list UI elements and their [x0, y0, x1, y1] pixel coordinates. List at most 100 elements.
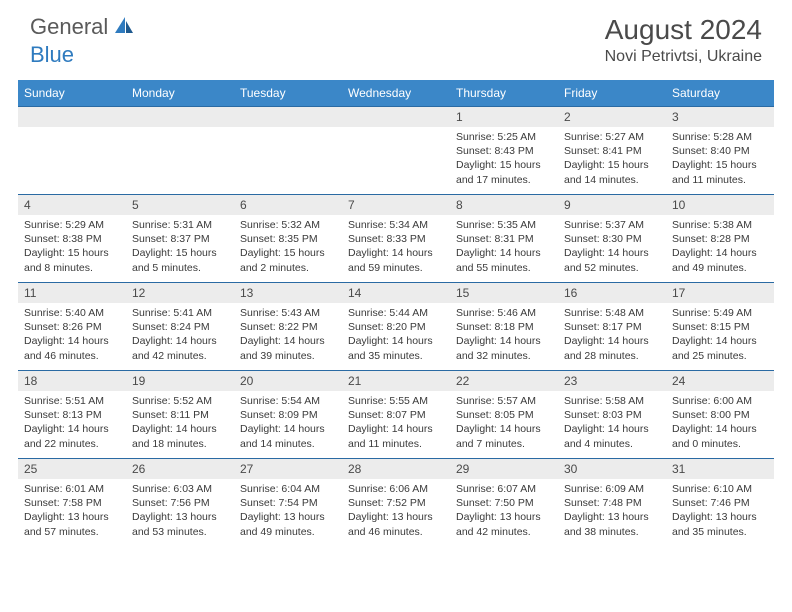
daylight-text-1: Daylight: 15 hours	[456, 158, 552, 172]
calendar-cell: 31Sunrise: 6:10 AMSunset: 7:46 PMDayligh…	[666, 459, 774, 547]
day-details: Sunrise: 5:46 AMSunset: 8:18 PMDaylight:…	[450, 303, 558, 367]
daylight-text-2: and 59 minutes.	[348, 261, 444, 275]
day-details: Sunrise: 6:10 AMSunset: 7:46 PMDaylight:…	[666, 479, 774, 543]
calendar-cell: 23Sunrise: 5:58 AMSunset: 8:03 PMDayligh…	[558, 371, 666, 459]
sunset-text: Sunset: 8:38 PM	[24, 232, 120, 246]
daylight-text-2: and 57 minutes.	[24, 525, 120, 539]
day-number	[234, 107, 342, 127]
calendar-cell: 10Sunrise: 5:38 AMSunset: 8:28 PMDayligh…	[666, 195, 774, 283]
day-number: 12	[126, 283, 234, 303]
daylight-text-2: and 32 minutes.	[456, 349, 552, 363]
day-number: 27	[234, 459, 342, 479]
sunrise-text: Sunrise: 5:58 AM	[564, 394, 660, 408]
day-details: Sunrise: 5:51 AMSunset: 8:13 PMDaylight:…	[18, 391, 126, 455]
daylight-text-2: and 38 minutes.	[564, 525, 660, 539]
sunset-text: Sunset: 8:20 PM	[348, 320, 444, 334]
sunset-text: Sunset: 8:40 PM	[672, 144, 768, 158]
daylight-text-2: and 52 minutes.	[564, 261, 660, 275]
day-details: Sunrise: 5:44 AMSunset: 8:20 PMDaylight:…	[342, 303, 450, 367]
sunset-text: Sunset: 8:22 PM	[240, 320, 336, 334]
sunset-text: Sunset: 8:30 PM	[564, 232, 660, 246]
calendar-cell: 7Sunrise: 5:34 AMSunset: 8:33 PMDaylight…	[342, 195, 450, 283]
calendar-cell: 8Sunrise: 5:35 AMSunset: 8:31 PMDaylight…	[450, 195, 558, 283]
calendar-cell: 29Sunrise: 6:07 AMSunset: 7:50 PMDayligh…	[450, 459, 558, 547]
day-header: Saturday	[666, 80, 774, 107]
sunrise-text: Sunrise: 6:07 AM	[456, 482, 552, 496]
day-details: Sunrise: 5:48 AMSunset: 8:17 PMDaylight:…	[558, 303, 666, 367]
sunrise-text: Sunrise: 5:34 AM	[348, 218, 444, 232]
sunset-text: Sunset: 8:09 PM	[240, 408, 336, 422]
day-number: 19	[126, 371, 234, 391]
daylight-text-1: Daylight: 14 hours	[456, 246, 552, 260]
sunset-text: Sunset: 7:50 PM	[456, 496, 552, 510]
sunrise-text: Sunrise: 5:29 AM	[24, 218, 120, 232]
calendar-cell	[18, 107, 126, 195]
day-details: Sunrise: 5:43 AMSunset: 8:22 PMDaylight:…	[234, 303, 342, 367]
day-number: 29	[450, 459, 558, 479]
calendar-cell: 15Sunrise: 5:46 AMSunset: 8:18 PMDayligh…	[450, 283, 558, 371]
calendar-cell: 1Sunrise: 5:25 AMSunset: 8:43 PMDaylight…	[450, 107, 558, 195]
day-details: Sunrise: 6:04 AMSunset: 7:54 PMDaylight:…	[234, 479, 342, 543]
daylight-text-2: and 11 minutes.	[672, 173, 768, 187]
sunrise-text: Sunrise: 5:27 AM	[564, 130, 660, 144]
daylight-text-2: and 17 minutes.	[456, 173, 552, 187]
daylight-text-2: and 22 minutes.	[24, 437, 120, 451]
sunrise-text: Sunrise: 6:00 AM	[672, 394, 768, 408]
sunrise-text: Sunrise: 5:57 AM	[456, 394, 552, 408]
daylight-text-1: Daylight: 15 hours	[132, 246, 228, 260]
week-row: 1Sunrise: 5:25 AMSunset: 8:43 PMDaylight…	[18, 107, 774, 195]
week-row: 4Sunrise: 5:29 AMSunset: 8:38 PMDaylight…	[18, 195, 774, 283]
sunrise-text: Sunrise: 5:41 AM	[132, 306, 228, 320]
logo: General	[30, 14, 138, 40]
day-details: Sunrise: 5:35 AMSunset: 8:31 PMDaylight:…	[450, 215, 558, 279]
day-header: Tuesday	[234, 80, 342, 107]
day-number: 17	[666, 283, 774, 303]
daylight-text-2: and 7 minutes.	[456, 437, 552, 451]
day-details: Sunrise: 5:28 AMSunset: 8:40 PMDaylight:…	[666, 127, 774, 191]
location-text: Novi Petrivtsi, Ukraine	[605, 48, 762, 66]
daylight-text-2: and 49 minutes.	[240, 525, 336, 539]
daylight-text-2: and 28 minutes.	[564, 349, 660, 363]
sunset-text: Sunset: 8:41 PM	[564, 144, 660, 158]
day-number: 31	[666, 459, 774, 479]
day-number: 6	[234, 195, 342, 215]
calendar-cell: 14Sunrise: 5:44 AMSunset: 8:20 PMDayligh…	[342, 283, 450, 371]
calendar-cell: 12Sunrise: 5:41 AMSunset: 8:24 PMDayligh…	[126, 283, 234, 371]
sunset-text: Sunset: 7:54 PM	[240, 496, 336, 510]
week-row: 25Sunrise: 6:01 AMSunset: 7:58 PMDayligh…	[18, 459, 774, 547]
sunset-text: Sunset: 7:46 PM	[672, 496, 768, 510]
sunrise-text: Sunrise: 6:01 AM	[24, 482, 120, 496]
daylight-text-1: Daylight: 14 hours	[24, 422, 120, 436]
week-row: 18Sunrise: 5:51 AMSunset: 8:13 PMDayligh…	[18, 371, 774, 459]
daylight-text-2: and 42 minutes.	[456, 525, 552, 539]
day-details: Sunrise: 6:06 AMSunset: 7:52 PMDaylight:…	[342, 479, 450, 543]
day-details: Sunrise: 6:09 AMSunset: 7:48 PMDaylight:…	[558, 479, 666, 543]
calendar-cell: 20Sunrise: 5:54 AMSunset: 8:09 PMDayligh…	[234, 371, 342, 459]
daylight-text-1: Daylight: 15 hours	[240, 246, 336, 260]
day-number: 9	[558, 195, 666, 215]
daylight-text-1: Daylight: 14 hours	[132, 422, 228, 436]
daylight-text-2: and 35 minutes.	[348, 349, 444, 363]
day-details: Sunrise: 6:01 AMSunset: 7:58 PMDaylight:…	[18, 479, 126, 543]
sunset-text: Sunset: 8:33 PM	[348, 232, 444, 246]
sunrise-text: Sunrise: 5:46 AM	[456, 306, 552, 320]
calendar-cell: 4Sunrise: 5:29 AMSunset: 8:38 PMDaylight…	[18, 195, 126, 283]
day-details: Sunrise: 5:25 AMSunset: 8:43 PMDaylight:…	[450, 127, 558, 191]
day-number: 24	[666, 371, 774, 391]
calendar-cell: 28Sunrise: 6:06 AMSunset: 7:52 PMDayligh…	[342, 459, 450, 547]
daylight-text-2: and 0 minutes.	[672, 437, 768, 451]
calendar-cell: 17Sunrise: 5:49 AMSunset: 8:15 PMDayligh…	[666, 283, 774, 371]
title-block: August 2024 Novi Petrivtsi, Ukraine	[605, 14, 762, 66]
day-number: 26	[126, 459, 234, 479]
calendar-cell: 26Sunrise: 6:03 AMSunset: 7:56 PMDayligh…	[126, 459, 234, 547]
sunrise-text: Sunrise: 5:54 AM	[240, 394, 336, 408]
calendar-cell: 13Sunrise: 5:43 AMSunset: 8:22 PMDayligh…	[234, 283, 342, 371]
day-details: Sunrise: 5:38 AMSunset: 8:28 PMDaylight:…	[666, 215, 774, 279]
day-number: 21	[342, 371, 450, 391]
sunrise-text: Sunrise: 5:44 AM	[348, 306, 444, 320]
calendar-cell: 30Sunrise: 6:09 AMSunset: 7:48 PMDayligh…	[558, 459, 666, 547]
daylight-text-2: and 53 minutes.	[132, 525, 228, 539]
daylight-text-2: and 4 minutes.	[564, 437, 660, 451]
day-number: 30	[558, 459, 666, 479]
calendar-cell: 11Sunrise: 5:40 AMSunset: 8:26 PMDayligh…	[18, 283, 126, 371]
